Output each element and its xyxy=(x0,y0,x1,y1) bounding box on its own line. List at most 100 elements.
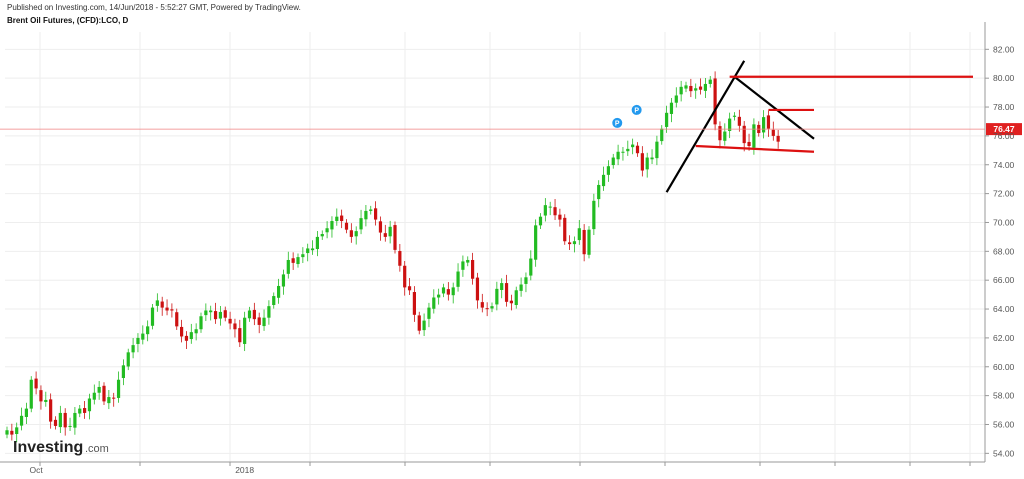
candle xyxy=(534,219,538,267)
y-tick-label: 82.00 xyxy=(993,44,1015,54)
candle xyxy=(78,405,82,418)
candle xyxy=(301,247,305,264)
candle xyxy=(340,209,344,229)
candle xyxy=(461,255,465,277)
y-tick-label: 66.00 xyxy=(993,275,1015,285)
candle xyxy=(136,333,140,353)
y-tick-label: 58.00 xyxy=(993,391,1015,401)
candle xyxy=(732,112,737,121)
y-tick-label: 56.00 xyxy=(993,419,1015,429)
candle xyxy=(655,135,659,166)
candle xyxy=(466,256,470,267)
candle xyxy=(141,325,145,345)
candle xyxy=(180,319,184,343)
trendline-drawings xyxy=(665,60,973,193)
candle xyxy=(272,292,276,309)
candle xyxy=(213,302,218,324)
candle xyxy=(349,223,353,243)
candle xyxy=(5,426,9,439)
candle xyxy=(669,97,674,123)
candle xyxy=(674,87,678,108)
candle xyxy=(374,201,378,226)
candle xyxy=(640,146,644,177)
logo-wordmark: Investing xyxy=(13,439,83,456)
candle xyxy=(83,400,87,419)
candle xyxy=(170,303,174,318)
candle xyxy=(39,385,43,410)
candle xyxy=(184,331,189,350)
y-tick-label: 72.00 xyxy=(993,189,1015,199)
symbol-title: Brent Oil Futures, (CFD):LCO, D xyxy=(7,16,129,25)
candle xyxy=(490,302,494,313)
candle xyxy=(359,209,363,235)
candle xyxy=(495,281,499,311)
candle xyxy=(577,220,581,245)
candle xyxy=(310,240,315,255)
candle xyxy=(44,391,48,407)
candle xyxy=(529,250,533,281)
candle xyxy=(68,417,72,431)
candle xyxy=(441,283,446,298)
candle xyxy=(553,198,557,221)
candle xyxy=(228,311,232,330)
candle xyxy=(277,278,281,304)
chart-grid xyxy=(5,32,985,462)
candle xyxy=(291,252,295,270)
candle xyxy=(393,221,397,254)
candle xyxy=(73,407,77,435)
candle xyxy=(218,306,222,326)
candle xyxy=(548,201,552,216)
candlestick-series xyxy=(5,71,780,443)
candle xyxy=(635,142,640,157)
candle xyxy=(514,286,518,309)
candle xyxy=(689,78,693,98)
red-support-line xyxy=(695,144,815,153)
candle xyxy=(19,407,24,431)
candle xyxy=(243,311,247,352)
candle xyxy=(398,243,402,272)
candle xyxy=(281,269,286,295)
y-tick-label: 78.00 xyxy=(993,102,1015,112)
candle xyxy=(403,260,407,296)
black-uptrend-line xyxy=(665,60,746,193)
candle xyxy=(616,144,620,166)
candle xyxy=(126,348,130,371)
candle xyxy=(107,389,111,410)
candle xyxy=(626,140,630,156)
candle xyxy=(354,226,358,245)
candle xyxy=(150,303,155,330)
candle xyxy=(698,78,703,95)
svg-text:P: P xyxy=(615,120,620,127)
candle xyxy=(509,294,513,311)
candle xyxy=(412,286,416,322)
candle xyxy=(24,402,28,425)
candle xyxy=(262,309,266,331)
y-tick-label: 60.00 xyxy=(993,362,1015,372)
candle xyxy=(29,376,33,413)
candle xyxy=(238,319,242,347)
p-marker[interactable]: P xyxy=(631,104,642,115)
candle xyxy=(592,193,596,236)
p-marker[interactable]: P xyxy=(612,117,623,128)
candle xyxy=(320,230,324,240)
candle xyxy=(364,205,368,227)
candle xyxy=(587,226,591,259)
candle xyxy=(708,76,712,88)
chart-axes: 54.00 56.00 58.00 60.00 62.00 64.00 66.00 68.00… xyxy=(0,22,1015,475)
x-tick-label: 2018 xyxy=(235,465,254,475)
svg-text:P: P xyxy=(634,107,639,114)
candle xyxy=(97,381,101,400)
candle xyxy=(563,214,567,245)
candle xyxy=(437,288,441,305)
candle xyxy=(325,221,329,239)
candle xyxy=(427,302,431,328)
candle xyxy=(606,160,610,182)
candle xyxy=(504,274,509,307)
candle xyxy=(286,251,290,279)
candle xyxy=(568,235,572,251)
candle xyxy=(146,320,150,342)
candle xyxy=(252,302,256,326)
candle xyxy=(446,282,450,301)
x-tick-label: Oct xyxy=(29,465,43,475)
